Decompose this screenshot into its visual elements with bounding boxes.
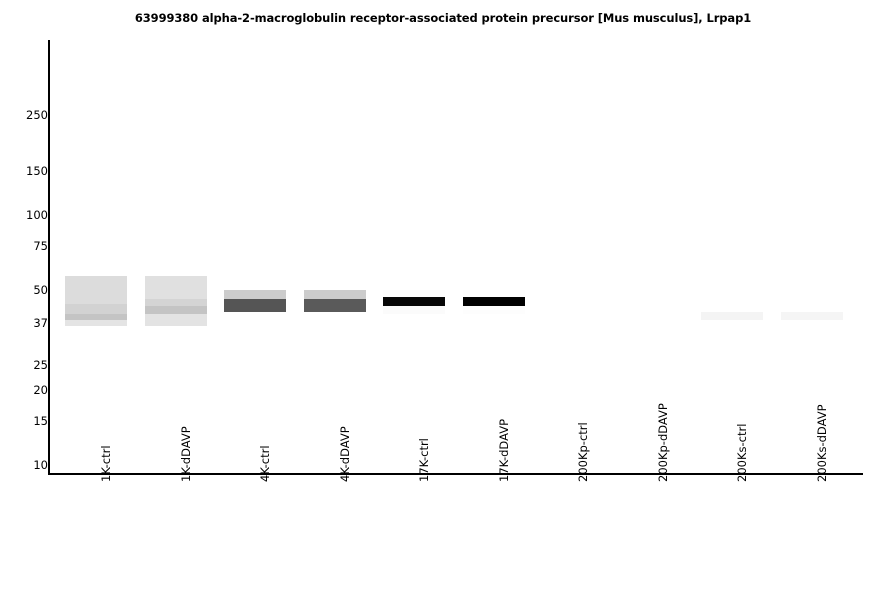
y-axis-line (48, 40, 50, 475)
x-axis-tick-label: 4K-ctrl (258, 445, 272, 482)
gel-band (144, 314, 207, 326)
gel-band (383, 290, 445, 297)
y-axis-tick-label: 50 (33, 283, 48, 297)
x-axis-tick-label: 200Ks-dDAVP (814, 404, 829, 482)
gel-band (462, 296, 525, 307)
gel-band (383, 296, 445, 307)
gel-band (65, 275, 127, 304)
gel-band (701, 311, 763, 320)
gel-band (144, 306, 207, 315)
x-axis-tick-label: 200Ks-ctrl (735, 423, 749, 482)
x-axis-tick-label: 17K-ctrl (417, 438, 431, 482)
gel-band (462, 306, 525, 315)
x-axis-line (48, 473, 863, 475)
x-axis-tick-label: 4K-dDAVP (337, 426, 352, 482)
x-axis-tick-label: 1K-ctrl (99, 445, 113, 482)
gel-band (224, 299, 286, 312)
x-axis-tick-label: 200Kp-dDAVP (655, 403, 670, 482)
y-axis-tick-label: 15 (33, 413, 48, 428)
gel-band (144, 275, 207, 300)
gel-band (65, 319, 127, 326)
gel-lane[interactable] (144, 40, 207, 473)
gel-band (65, 303, 127, 315)
gel-band (144, 299, 207, 307)
gel-band (65, 314, 127, 320)
y-axis-tick-labels: 250 150 100 75 50 37 25 20 15 10 (0, 0, 48, 595)
y-axis-tick-label: 150 (26, 163, 48, 178)
x-axis-tick-label: 1K-dDAVP (178, 426, 193, 482)
x-axis-tick-label: 200Kp-ctrl (576, 422, 590, 482)
gel-lane[interactable] (383, 40, 445, 473)
gel-band (224, 290, 286, 300)
gel-band (780, 311, 843, 320)
y-axis-tick-label: 75 (33, 238, 48, 253)
y-axis-tick-label: 25 (33, 358, 48, 373)
gel-lane[interactable] (65, 40, 127, 473)
gel-band (303, 299, 366, 312)
gel-lane[interactable] (780, 40, 843, 473)
gel-band (303, 290, 366, 300)
gel-band (462, 290, 525, 297)
gel-band (383, 306, 445, 315)
y-axis-tick-label: 100 (26, 207, 48, 222)
gel-lanes-plot-area (50, 40, 863, 473)
gel-lane[interactable] (701, 40, 763, 473)
y-axis-tick-label: 250 (26, 108, 48, 122)
y-axis-tick-label: 20 (33, 382, 48, 397)
y-axis-tick-label: 10 (33, 458, 48, 472)
gel-lane[interactable] (303, 40, 366, 473)
y-axis-tick-label: 37 (33, 315, 48, 330)
x-axis-tick-label: 17K-dDAVP (496, 418, 511, 482)
page-title: 63999380 alpha-2-macroglobulin receptor-… (134, 11, 752, 25)
gel-lane[interactable] (224, 40, 286, 473)
gel-lane[interactable] (462, 40, 525, 473)
